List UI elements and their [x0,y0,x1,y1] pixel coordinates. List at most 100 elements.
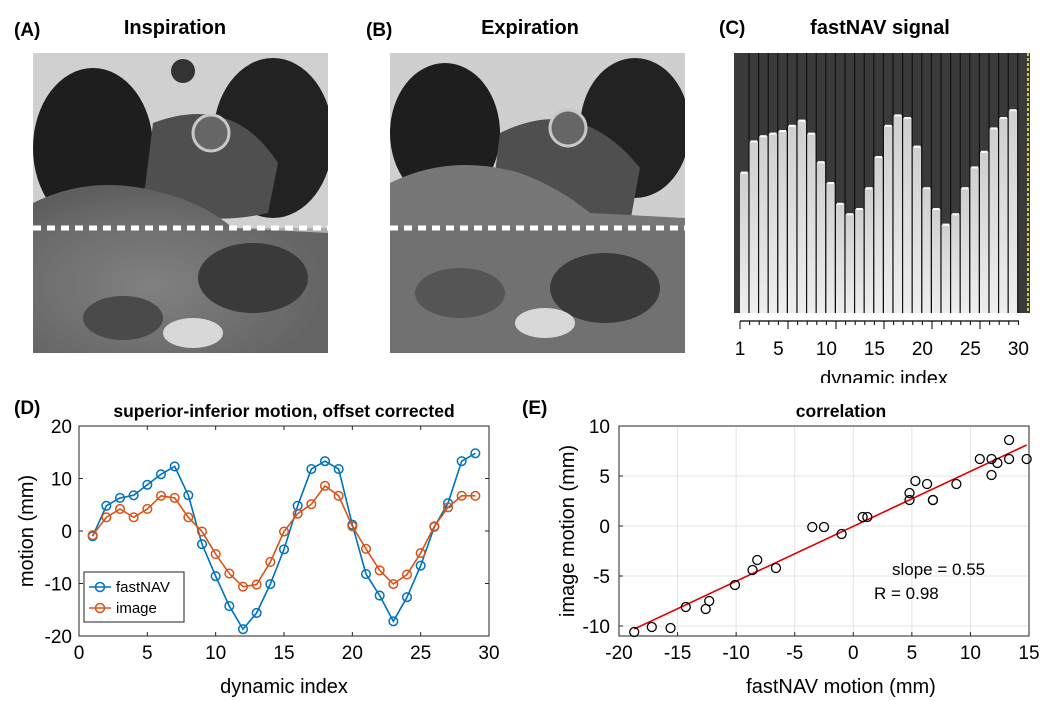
data-point-image [265,556,276,568]
scatter-point [1021,453,1032,465]
scatter-point [951,478,962,490]
data-point-fastnav [210,571,221,582]
fastnav-column [740,172,749,313]
data-point-fastnav [169,461,180,472]
data-point-fastnav [470,448,481,459]
fastnav-column [807,133,816,313]
x-tick-label: 30 [478,643,499,664]
data-point-image [360,543,372,554]
fastnav-column [980,151,989,313]
scatter-point [680,601,691,613]
fastnav-column [788,125,797,313]
fastnav-xlabel: dynamic index [820,368,948,383]
data-point-image [456,490,467,501]
fastnav-column [951,214,960,313]
x-tick-label: 5 [142,643,153,664]
fastnav-column [836,203,845,313]
y-tick-label: -10 [583,617,610,638]
fastnav-column [903,118,912,313]
fastnav-column [970,167,979,313]
scatter-point [807,521,818,533]
x-tick-label: 15 [1018,643,1039,664]
x-tick-label: 25 [410,643,431,664]
scatter-point [986,469,997,481]
scatter-point [665,622,676,634]
fastnav-tick-label: 5 [773,339,784,360]
data-point-image [114,503,126,514]
line-chart-title: superior-inferior motion, offset correct… [113,401,454,421]
panel-c-letter: (C) [719,18,746,39]
data-point-fastnav [374,590,385,601]
fastnav-column [989,128,998,313]
scatter-point [1003,453,1015,465]
data-point-fastnav [415,560,426,571]
data-point-image [347,521,358,532]
data-point-fastnav [265,578,276,590]
scatter-point [818,521,830,533]
y-tick-label: 10 [51,470,72,491]
data-point-image [237,581,249,592]
data-point-fastnav [196,539,208,550]
fastnav-column [816,162,826,313]
fastnav-tick-label: 15 [864,339,885,360]
data-point-image [196,526,208,537]
data-point-image [388,578,399,590]
fastnav-column [759,136,768,313]
fastnav-signal-panel: 1 5 10 15 20 25 30 dynamic index [734,53,1030,383]
data-point-fastnav [388,616,399,627]
data-point-fastnav [128,490,139,501]
x-tick-label: 15 [273,643,294,664]
fastnav-column [1008,110,1018,313]
mri-expiration-image [390,53,685,353]
data-point-fastnav [142,479,153,490]
data-point-image [251,579,262,590]
scatter-point [700,603,711,615]
data-point-image [442,502,454,513]
scatter-point [986,453,997,465]
panel-d-letter: (D) [14,398,41,419]
data-point-fastnav [237,624,249,635]
correlation-scatter-chart: correlation -20 -15 -10 -5 0 5 10 15 -10 -5 0 5 10 s… [557,401,1040,698]
fastnav-tick-label: 20 [912,339,933,360]
r-annotation: R = 0.98 [874,584,939,603]
y-tick-label: -20 [45,627,72,648]
fastnav-column [778,131,787,313]
line-chart-legend: fastNAV image [83,571,185,623]
scatter-point [857,511,868,523]
fastnav-tick-label: 1 [735,339,746,360]
scatter-point [629,626,640,638]
y-tick-label: 10 [589,417,610,438]
line-chart-ylabel: motion (mm) [16,475,38,587]
data-point-image [333,490,344,501]
scatter-chart-title: correlation [796,401,886,421]
x-tick-label: -10 [722,643,749,664]
data-point-fastnav [306,464,317,475]
panel-e-letter: (E) [522,398,548,419]
fastnav-column [884,125,893,313]
scatter-point [904,487,915,499]
scatter-point [836,528,847,540]
x-tick-label: 10 [205,643,226,664]
data-point-fastnav [360,569,372,580]
fastnav-column [922,188,931,313]
fastnav-tick-label: 25 [960,339,981,360]
data-point-fastnav [251,607,262,618]
scatter-point [1003,434,1015,446]
data-point-fastnav [456,456,467,467]
data-point-fastnav [101,500,112,511]
line-chart-xlabel: dynamic index [220,676,348,698]
fastnav-column [855,209,864,313]
fastnav-column [960,188,970,313]
x-tick-label: 5 [907,643,918,664]
data-point-image [306,499,317,510]
mri-inspiration-image [33,53,328,353]
data-point-fastnav [183,490,194,501]
scatter-chart-xlabel: fastNAV motion (mm) [746,676,936,698]
fastnav-column [826,183,835,313]
data-point-image [429,521,440,532]
data-point-fastnav [278,544,290,555]
scatter-point [752,554,763,566]
data-point-fastnav [224,601,235,612]
data-point-fastnav [333,464,344,475]
data-point-image [374,565,385,576]
